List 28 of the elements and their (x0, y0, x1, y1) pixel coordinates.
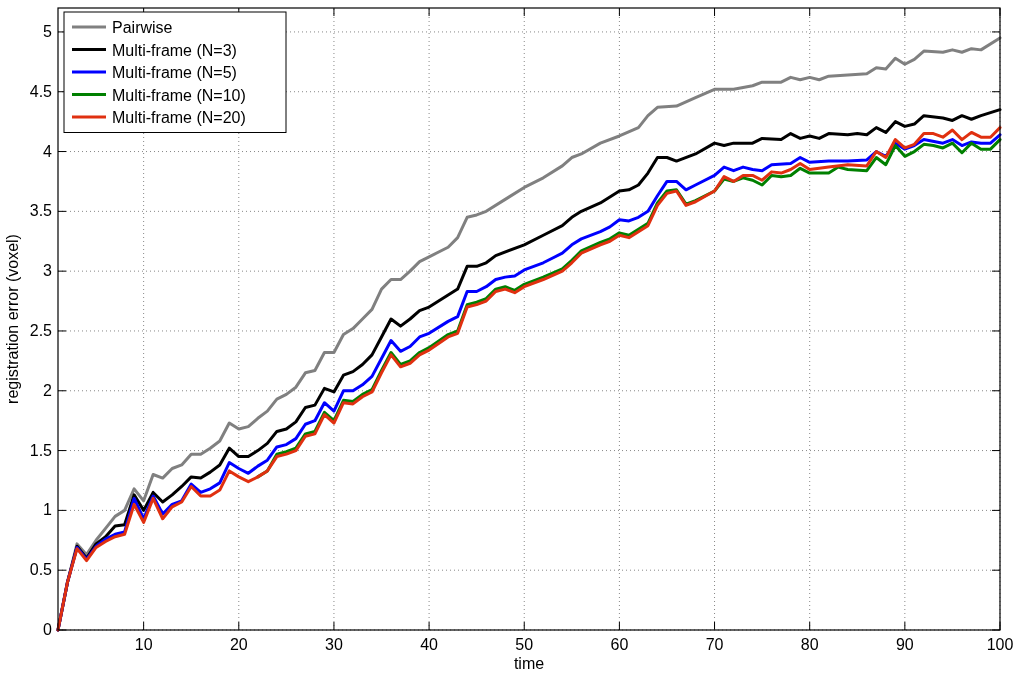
y-tick-label: 0.5 (29, 561, 53, 579)
x-tick-label: 60 (610, 636, 629, 653)
x-axis-title: time (513, 655, 545, 672)
x-tick-label: 90 (895, 636, 914, 653)
y-tick-label: 3 (43, 262, 53, 280)
y-axis-title: registration error (voxel) (4, 234, 21, 404)
y-tick-label: 1.5 (29, 441, 53, 459)
legend-label: Multi-frame (N=5) (112, 64, 237, 81)
legend-label: Multi-frame (N=3) (112, 41, 237, 59)
y-tick-label: 2 (43, 381, 53, 399)
y-tick-label: 2.5 (29, 321, 53, 339)
x-tick-label: 20 (229, 636, 248, 653)
y-tick-label: 4 (43, 142, 53, 160)
x-tick-label: 50 (515, 636, 534, 653)
legend-label: Multi-frame (N=10) (112, 86, 246, 104)
x-tick-label: 80 (800, 636, 819, 653)
x-tick-label: 70 (705, 636, 724, 653)
y-tick-label: 4.5 (29, 82, 53, 100)
y-tick-label: 5 (43, 22, 53, 40)
y-tick-label: 0 (43, 621, 53, 638)
x-tick-label: 10 (134, 636, 153, 653)
legend-label: Multi-frame (N=20) (112, 109, 246, 126)
legend-label: Pairwise (112, 19, 173, 36)
x-tick-label: 100 (986, 636, 1014, 653)
x-tick-label: 30 (325, 636, 343, 653)
x-tick-label: 40 (420, 636, 439, 653)
y-tick-label: 3.5 (29, 202, 53, 220)
y-tick-label: 1 (43, 501, 53, 519)
